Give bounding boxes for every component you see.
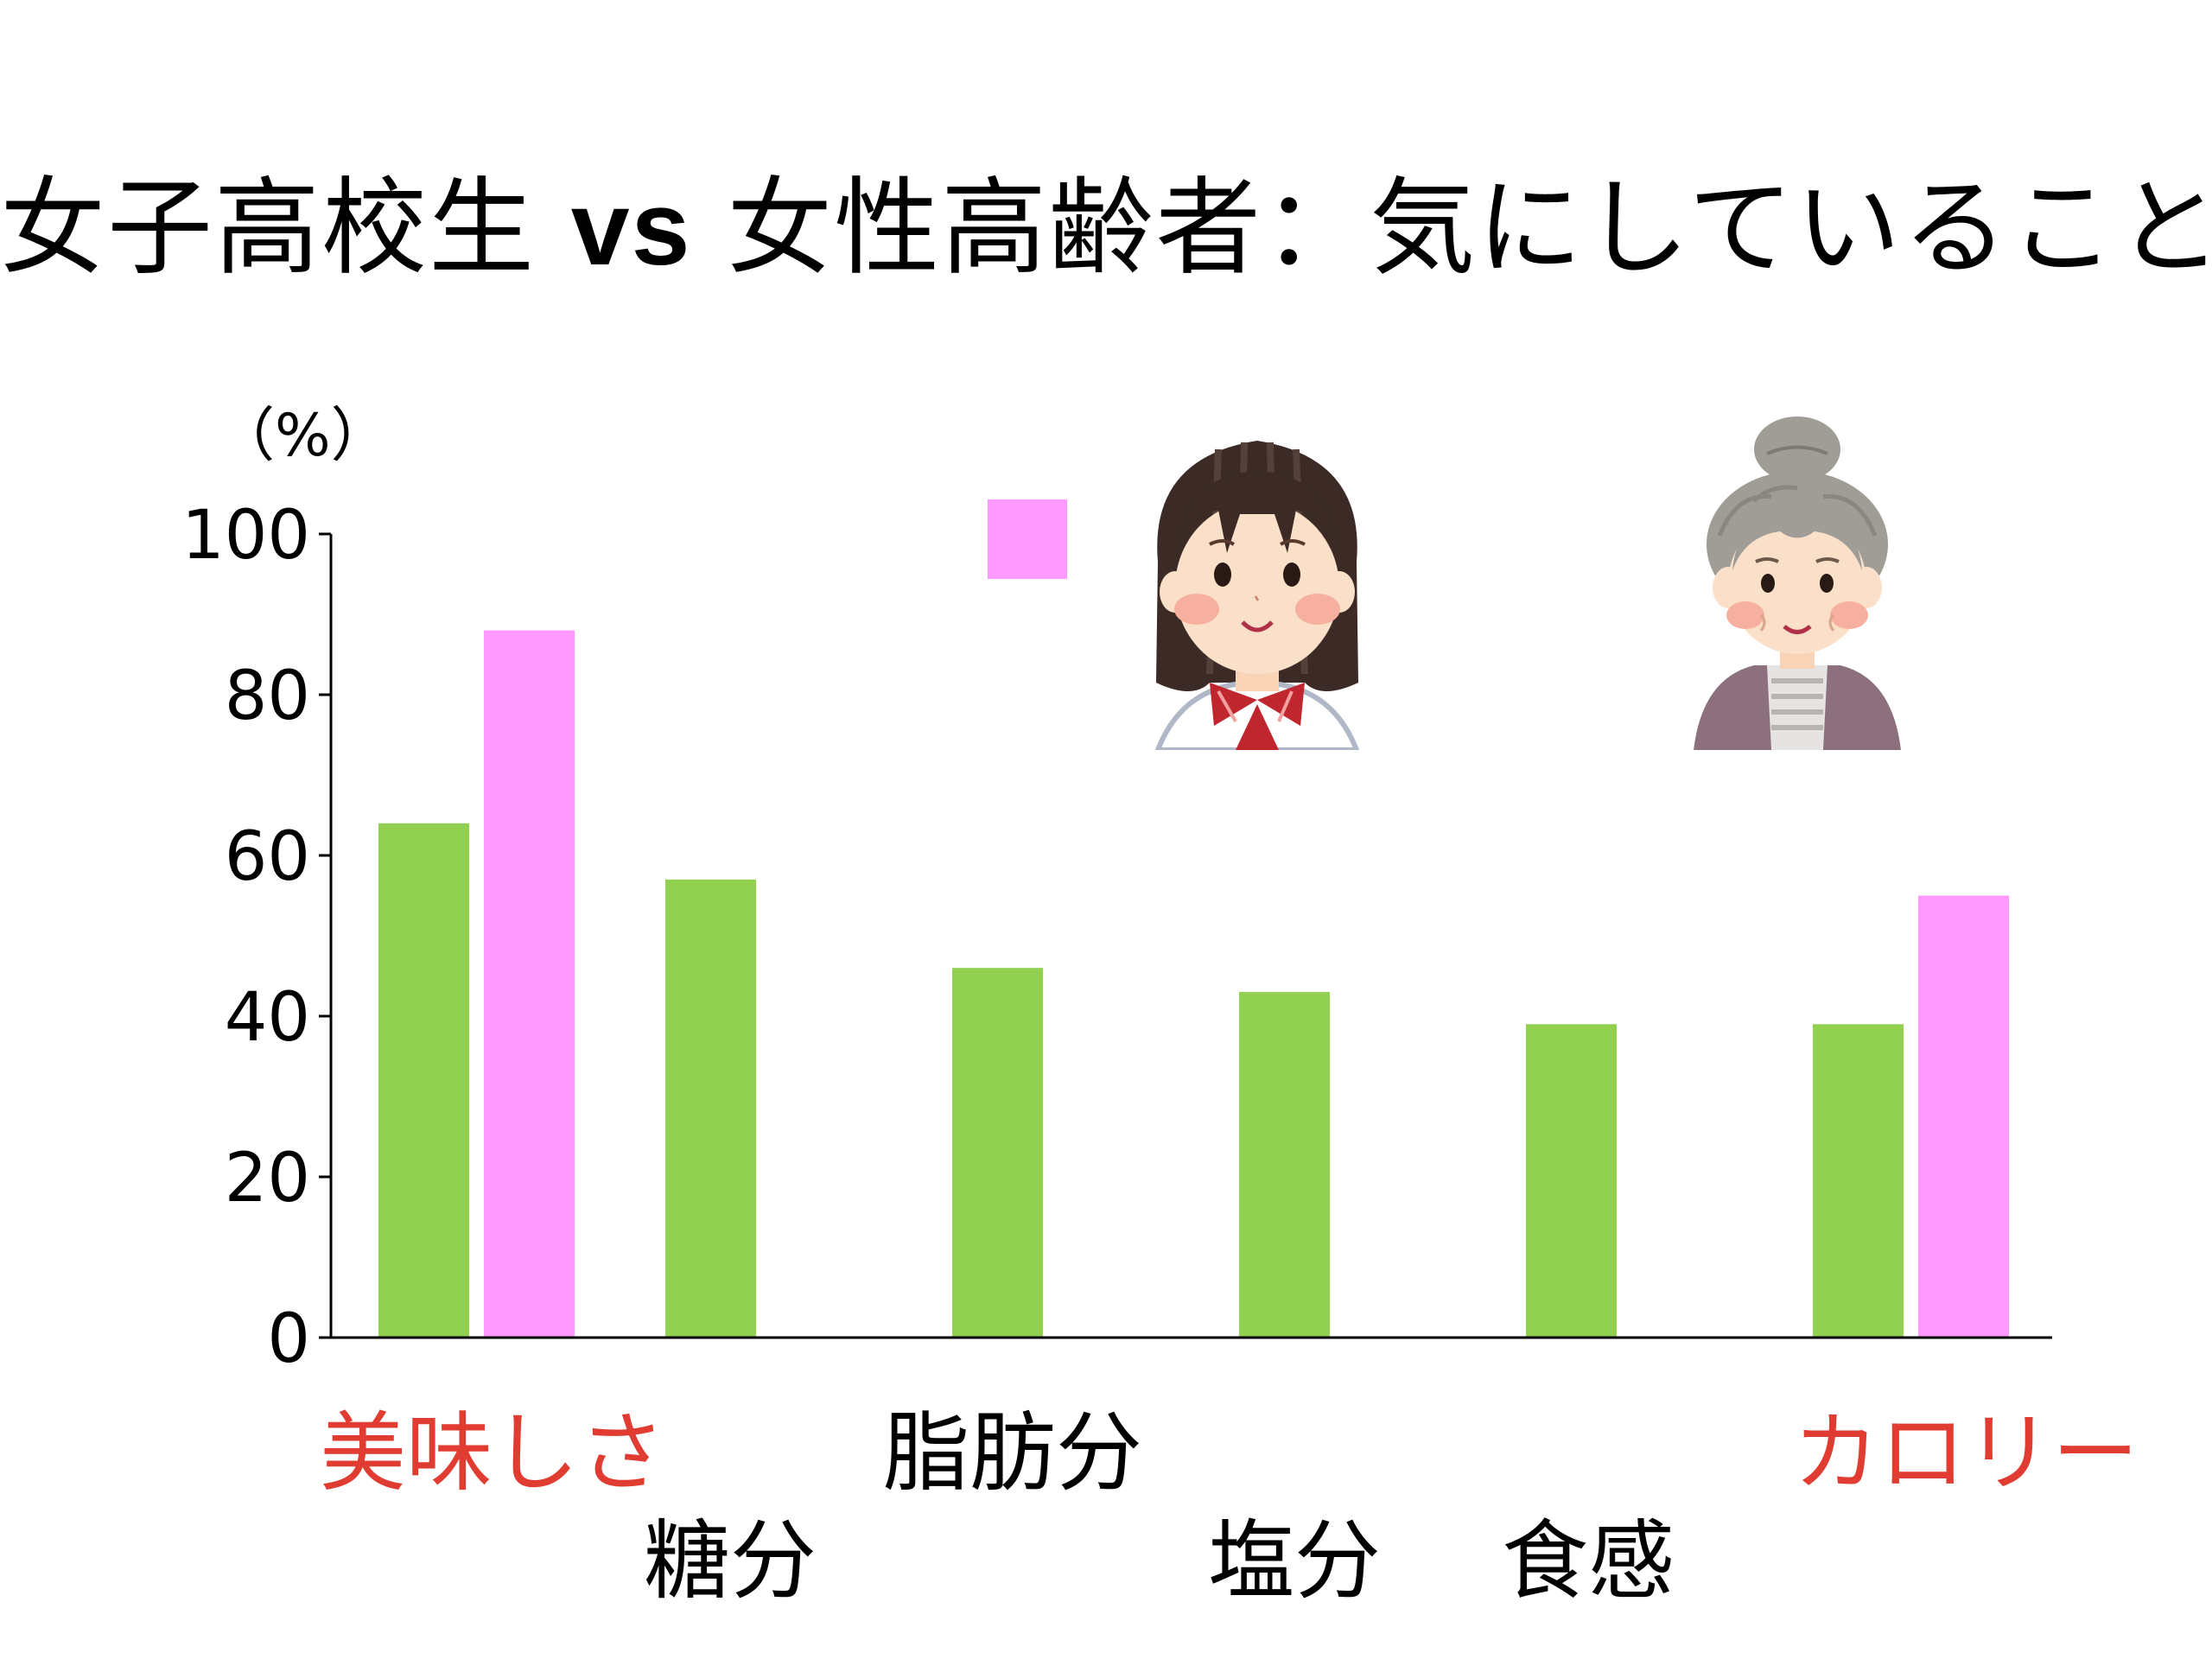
bar-green-5 <box>1813 1024 1904 1338</box>
bar-pink-5 <box>1918 895 2009 1338</box>
bar-green-0 <box>378 823 469 1338</box>
bar-green-1 <box>665 879 756 1338</box>
chart-axes <box>329 534 2052 1339</box>
bar-green-2 <box>952 968 1043 1338</box>
title-vs: vs <box>570 169 692 287</box>
y-tick-label: 100 <box>181 497 310 575</box>
bar-pink-0 <box>484 630 575 1338</box>
y-tick-label: 0 <box>267 1300 310 1378</box>
title-part1: 女子高校生 <box>0 167 536 289</box>
y-tick-label: 80 <box>225 658 310 735</box>
bar-green-4 <box>1526 1024 1617 1338</box>
x-tick-label-0: 美味しさ <box>320 1402 665 1503</box>
x-tick-label-1: 糖分 <box>644 1510 817 1611</box>
y-axis-unit-label: （%） <box>216 402 390 470</box>
chart-bars <box>378 630 2009 1338</box>
legend-swatch-pink <box>988 499 1067 579</box>
bar-green-3 <box>1239 992 1330 1338</box>
page-title: 女子高校生 vs 女性高齢者：気にしていること <box>0 143 2212 296</box>
x-tick-label-2: 脂肪分 <box>883 1402 1142 1503</box>
y-tick-label: 40 <box>225 979 310 1057</box>
y-tick-label: 60 <box>225 818 310 896</box>
x-tick-label-3: 塩分 <box>1208 1510 1381 1611</box>
elderly-woman-illustration-icon <box>1694 416 1901 750</box>
schoolgirl-illustration-icon <box>1154 441 1360 750</box>
x-tick-label-5: カロリー <box>1793 1402 2139 1503</box>
x-tick-label-4: 食感 <box>1502 1510 1675 1611</box>
title-part2: 女性高齢者：気にしていること <box>727 167 2212 289</box>
y-axis-ticks: 0 20 40 60 80 100 <box>181 497 331 1378</box>
y-tick-label: 20 <box>225 1140 310 1217</box>
